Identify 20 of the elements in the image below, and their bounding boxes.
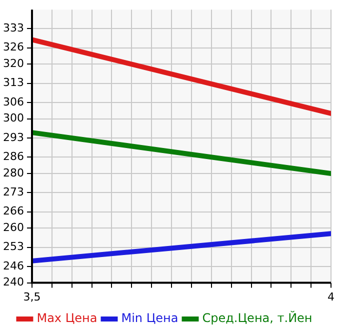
y-tick-label: 326: [2, 40, 24, 54]
y-tick-label: 273: [2, 186, 24, 199]
y-tick-label: 333: [2, 22, 24, 35]
x-tick-label: 3,5: [23, 290, 41, 304]
y-tick-label: 300: [2, 112, 24, 125]
legend-label: Сред.Цена, т.Йен: [202, 310, 312, 326]
legend-label: Max Цена: [36, 311, 98, 326]
x-tick-label: 4: [328, 290, 334, 304]
y-tick-label: 313: [2, 76, 24, 90]
y-tick-label: 293: [2, 130, 24, 144]
y-tick-label: 266: [2, 204, 24, 218]
y-tick-label: 253: [2, 240, 24, 254]
y-tick-label: 246: [2, 259, 24, 272]
y-tick-label: 260: [2, 221, 24, 234]
y-tick-label: 320: [2, 57, 24, 70]
y-tick-label: 286: [2, 150, 24, 163]
y-tick-label: 240: [2, 276, 24, 289]
legend-label: Min Цена: [121, 311, 178, 326]
y-tick-label: 306: [2, 95, 24, 108]
y-tick-label: 280: [2, 166, 24, 180]
